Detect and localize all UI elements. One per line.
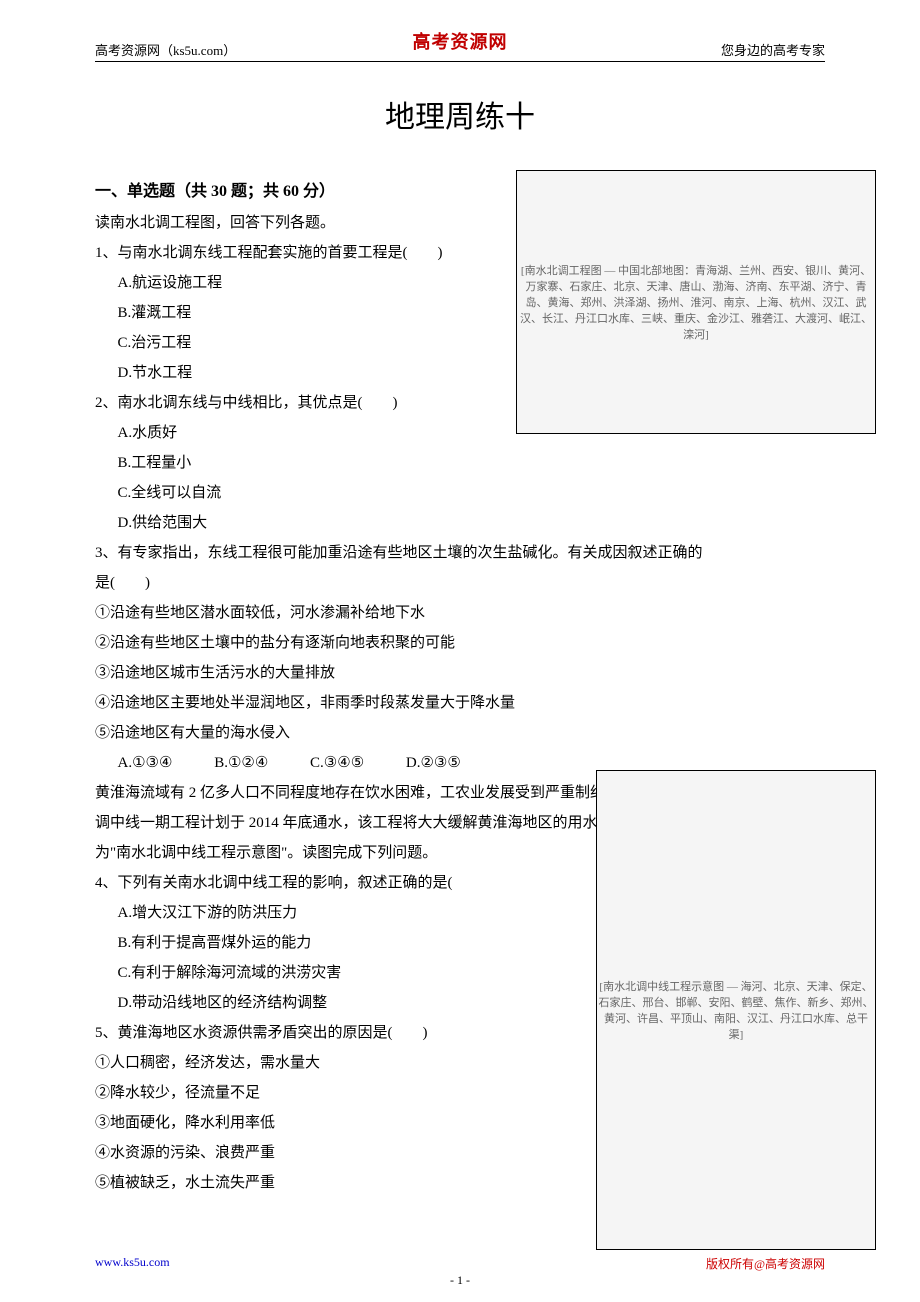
site-logo: 高考资源网 xyxy=(413,28,508,54)
q3-stem-line2: 是( ) xyxy=(95,568,825,598)
map2-caption: [南水北调中线工程示意图 — 海河、北京、天津、保定、石家庄、邢台、邯郸、安阳、… xyxy=(597,978,875,1042)
footer-copyright: 版权所有@高考资源网 xyxy=(706,1255,825,1272)
q3-stem-line1: 3、有专家指出，东线工程很可能加重沿途有些地区土壤的次生盐碱化。有关成因叙述正确… xyxy=(95,538,825,568)
q3-statement-4: ④沿途地区主要地处半湿润地区，非雨季时段蒸发量大于降水量 xyxy=(95,688,825,718)
page-number: - 1 - xyxy=(450,1273,470,1288)
page-container: 高考资源网 高考资源网（ks5u.com） 您身边的高考专家 地理周练十 一、单… xyxy=(0,0,920,1302)
q2-option-b: B.工程量小 xyxy=(95,448,825,478)
q3-statement-2: ②沿途有些地区土壤中的盐分有逐渐向地表积聚的可能 xyxy=(95,628,825,658)
q2-option-d: D.供给范围大 xyxy=(95,508,825,538)
q3-option-a: A.①③④ xyxy=(118,748,173,778)
q3-option-b: B.①②④ xyxy=(214,748,268,778)
map-figure-1: [南水北调工程图 — 中国北部地图：青海湖、兰州、西安、银川、黄河、万家寨、石家… xyxy=(516,170,876,434)
map1-caption: [南水北调工程图 — 中国北部地图：青海湖、兰州、西安、银川、黄河、万家寨、石家… xyxy=(517,262,875,342)
footer-url: www.ks5u.com xyxy=(95,1255,170,1272)
document-title: 地理周练十 xyxy=(95,92,825,136)
header-right: 您身边的高考专家 xyxy=(721,40,825,59)
footer-bar: www.ks5u.com 版权所有@高考资源网 xyxy=(95,1255,825,1272)
q2-option-c: C.全线可以自流 xyxy=(95,478,825,508)
q3-option-d: D.②③⑤ xyxy=(406,748,461,778)
q3-option-c: C.③④⑤ xyxy=(310,748,364,778)
q3-statement-1: ①沿途有些地区潜水面较低，河水渗漏补给地下水 xyxy=(95,598,825,628)
q3-statement-3: ③沿途地区城市生活污水的大量排放 xyxy=(95,658,825,688)
header-left: 高考资源网（ks5u.com） xyxy=(95,40,236,59)
map-figure-2: [南水北调中线工程示意图 — 海河、北京、天津、保定、石家庄、邢台、邯郸、安阳、… xyxy=(596,770,876,1250)
q3-statement-5: ⑤沿途地区有大量的海水侵入 xyxy=(95,718,825,748)
